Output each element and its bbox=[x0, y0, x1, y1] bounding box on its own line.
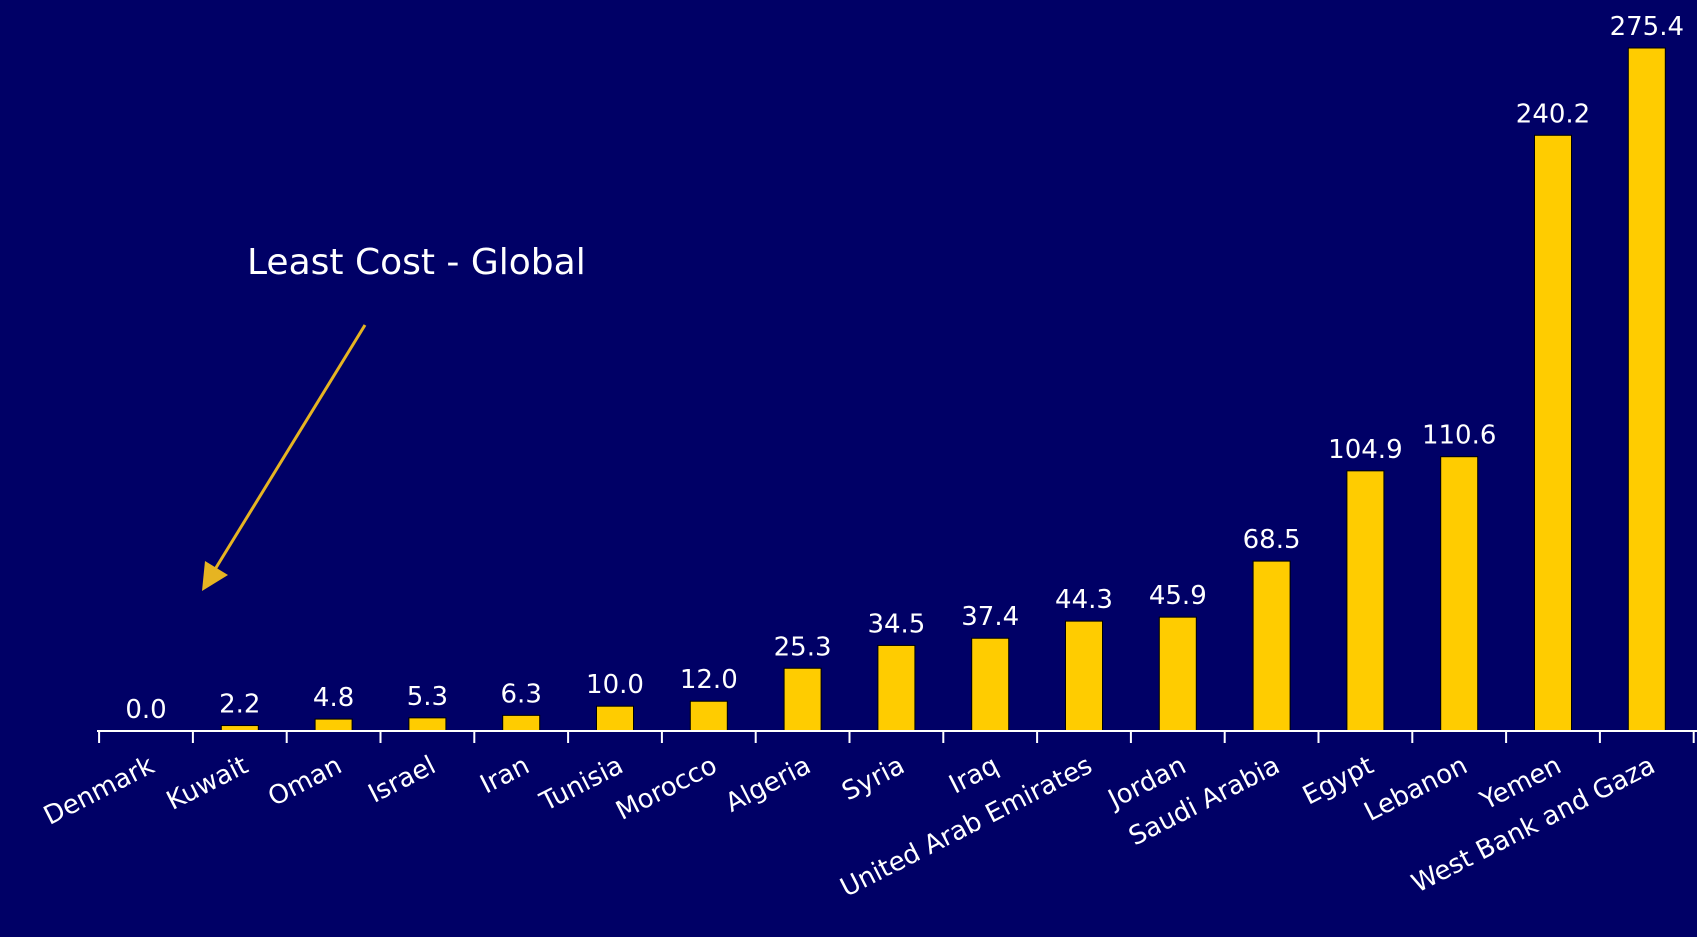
category-label: Lebanon bbox=[1360, 751, 1473, 828]
value-label: 45.9 bbox=[1149, 581, 1207, 611]
value-label: 68.5 bbox=[1243, 525, 1301, 555]
bar-jordan bbox=[1158, 616, 1197, 732]
annotation-text: Least Cost - Global bbox=[247, 242, 586, 283]
value-label: 104.9 bbox=[1328, 435, 1402, 465]
bar-tunisia bbox=[596, 705, 634, 732]
bars-group bbox=[220, 47, 1666, 732]
category-labels-group: Denmark Kuwait Oman Israel Iran TunisiaMorocc… bbox=[39, 751, 1660, 904]
value-labels-group: 0.0 2.2 4.8 5.3 6.3 10.0 12.0 25.3 34.5 37.4 44.3 4… bbox=[125, 12, 1684, 725]
bar-syria bbox=[877, 644, 916, 732]
category-label: Denmark bbox=[39, 751, 159, 832]
category-label: Morocco bbox=[611, 751, 722, 827]
value-label: 275.4 bbox=[1610, 12, 1684, 42]
category-label: Syria bbox=[837, 751, 909, 808]
category-label: Iraq bbox=[944, 751, 1003, 801]
value-label: 34.5 bbox=[867, 609, 925, 639]
value-label: 37.4 bbox=[961, 602, 1019, 632]
annotation-group: Least Cost - Global bbox=[202, 242, 586, 591]
bar-united-arab-emirates bbox=[1065, 620, 1103, 732]
bar-west-bank-and-gaza bbox=[1627, 47, 1666, 732]
value-label: 12.0 bbox=[680, 665, 738, 695]
annotation-arrow-head bbox=[202, 561, 228, 591]
value-label: 110.6 bbox=[1422, 421, 1496, 451]
category-label: Israel bbox=[364, 751, 441, 810]
bar-iran bbox=[502, 714, 541, 732]
value-label: 10.0 bbox=[586, 670, 644, 700]
bar-oman bbox=[314, 718, 353, 732]
category-label: Oman bbox=[263, 751, 346, 813]
bar-israel bbox=[408, 717, 447, 732]
value-label: 25.3 bbox=[774, 632, 832, 662]
bar-yemen bbox=[1534, 134, 1572, 732]
bar-algeria bbox=[783, 667, 822, 732]
value-label: 240.2 bbox=[1516, 99, 1590, 129]
category-label: Iran bbox=[476, 751, 535, 801]
bar-iraq bbox=[971, 637, 1010, 732]
category-label: Kuwait bbox=[162, 751, 253, 817]
value-label: 2.2 bbox=[219, 690, 260, 720]
value-label: 4.8 bbox=[313, 683, 354, 713]
value-label: 44.3 bbox=[1055, 585, 1113, 615]
value-label: 5.3 bbox=[407, 682, 448, 712]
bar-egypt bbox=[1346, 470, 1385, 732]
value-label: 6.3 bbox=[501, 679, 542, 709]
bar-saudi-arabia bbox=[1252, 560, 1291, 732]
value-label: 0.0 bbox=[125, 695, 166, 725]
bar-morocco bbox=[689, 700, 728, 732]
category-label: Tunisia bbox=[535, 751, 629, 819]
annotation-arrow-line bbox=[212, 324, 367, 572]
bar-lebanon bbox=[1440, 456, 1479, 732]
category-label: Algeria bbox=[721, 751, 816, 819]
x-axis-ticks bbox=[98, 731, 1695, 743]
